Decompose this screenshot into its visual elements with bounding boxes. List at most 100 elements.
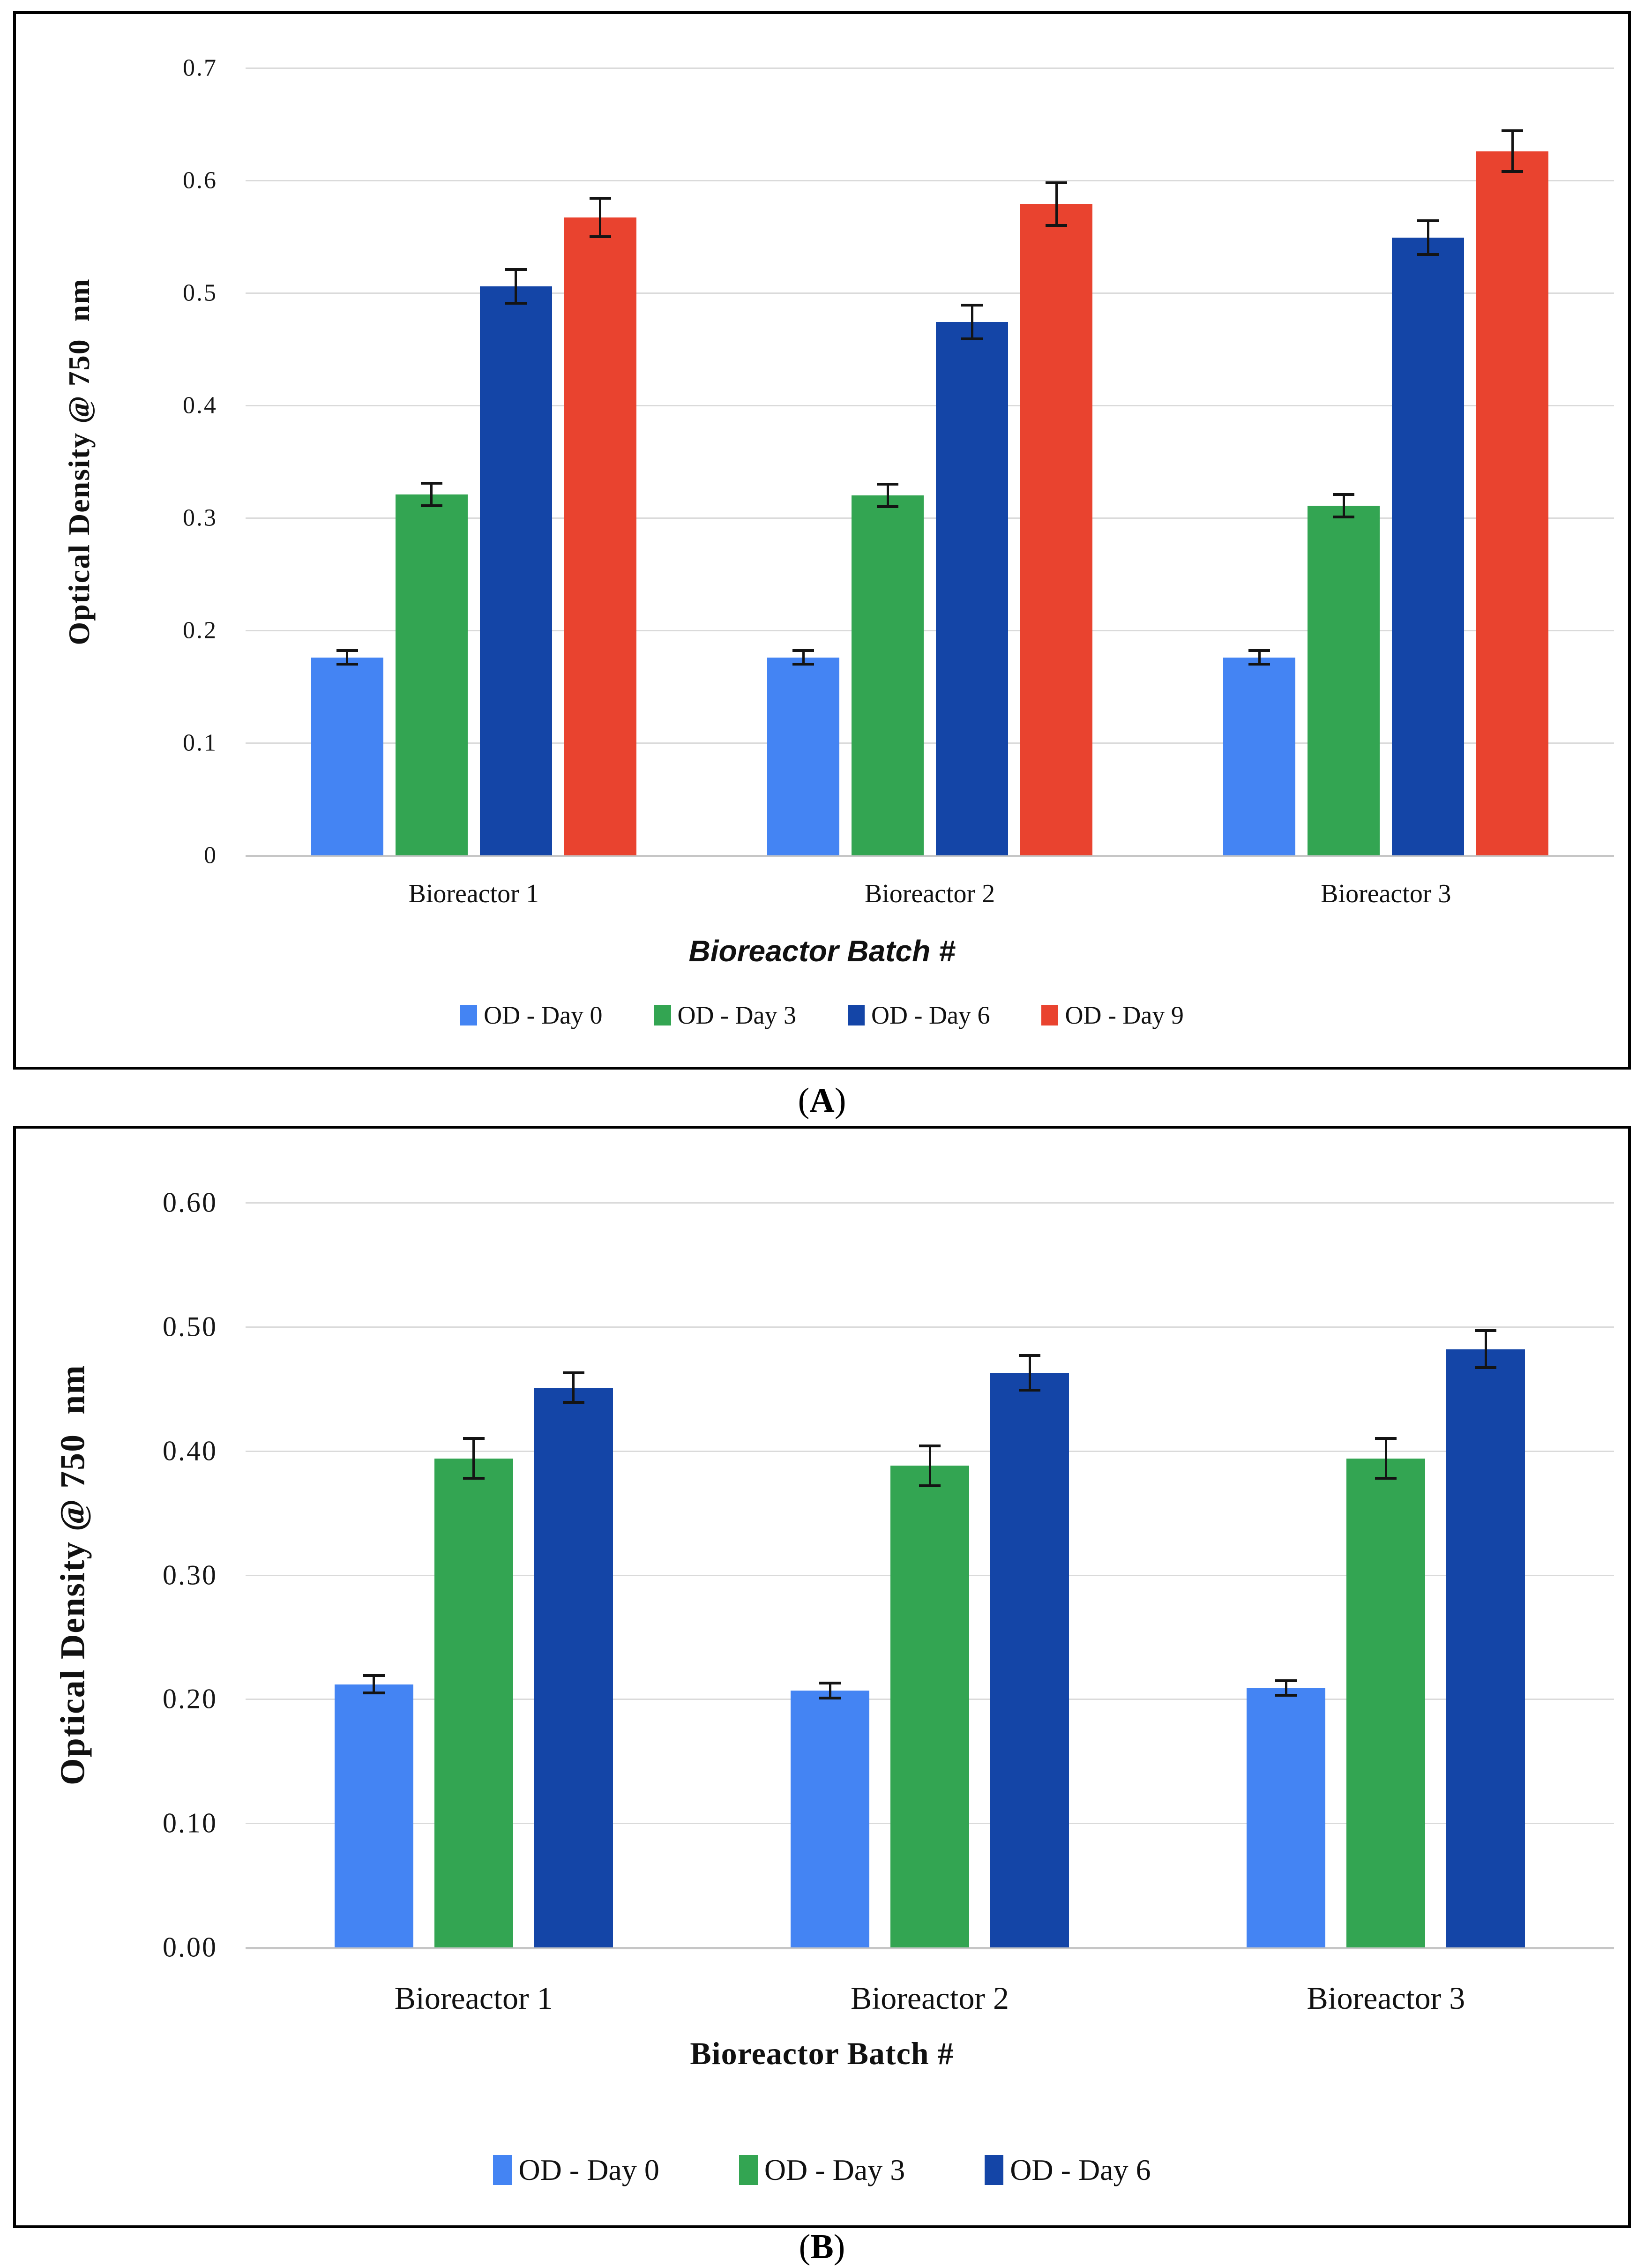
error-bar-cap	[1502, 170, 1524, 173]
error-bar-cap	[961, 304, 983, 307]
legend: OD - Day 0 OD - Day 3 OD - Day 6	[16, 2147, 1628, 2193]
gridline	[246, 1326, 1614, 1328]
error-bar-cap	[420, 504, 442, 507]
error-bar-cap	[792, 663, 814, 666]
error-bar-cap	[819, 1681, 841, 1684]
legend-label: OD - Day 6	[1010, 2153, 1151, 2186]
error-bar-cap	[1417, 253, 1439, 256]
legend-color-chip	[654, 1005, 671, 1025]
y-tick-label: 0.20	[163, 1683, 217, 1714]
bar	[890, 1466, 969, 1947]
legend-color-chip	[848, 1005, 865, 1025]
error-bar-line	[1055, 182, 1058, 225]
panel-b-caption: (B)	[799, 2228, 845, 2266]
bar	[1392, 238, 1465, 855]
gridline	[246, 517, 1614, 519]
bar	[1446, 1349, 1525, 1947]
legend-label: OD - Day 9	[1065, 1001, 1184, 1029]
error-bar-line	[928, 1446, 931, 1486]
error-bar-line	[373, 1676, 375, 1693]
panel-b-caption-letter: B	[810, 2228, 834, 2266]
error-bar-cap	[336, 649, 358, 652]
y-tick-label: 0.40	[163, 1435, 217, 1467]
y-tick-label: 0.00	[163, 1931, 217, 1963]
bar	[852, 495, 924, 855]
error-bar-cap	[420, 481, 442, 485]
x-axis-title: Bioreactor Batch #	[690, 2036, 954, 2071]
error-bar-line	[572, 1372, 575, 1403]
panel-a: Optical Density @ 750 nm Bioreactor Batc…	[13, 11, 1631, 1070]
error-bar-cap	[1333, 515, 1355, 518]
y-tick-label: 0.7	[183, 54, 217, 82]
error-bar-cap	[1046, 224, 1067, 227]
error-bar-line	[1427, 221, 1429, 255]
error-bar-cap	[919, 1484, 941, 1487]
legend-label: OD - Day 0	[518, 2153, 659, 2186]
error-bar-cap	[463, 1476, 485, 1480]
category-label: Bioreactor 2	[851, 1980, 1009, 2016]
gridline	[246, 630, 1614, 631]
error-bar-line	[1028, 1355, 1031, 1390]
error-bar-line	[971, 305, 973, 339]
error-bar-cap	[1019, 1354, 1040, 1357]
error-bar-cap	[919, 1445, 941, 1448]
panel-a-caption: (A)	[798, 1081, 846, 1120]
bar	[479, 286, 552, 855]
legend-label: OD - Day 3	[677, 1001, 796, 1029]
y-tick-label: 0.50	[163, 1311, 217, 1342]
error-bar-line	[472, 1438, 475, 1478]
legend-label: OD - Day 0	[484, 1001, 603, 1029]
bar	[767, 657, 839, 855]
error-bar-cap	[1475, 1366, 1497, 1370]
legend-item: OD - Day 3	[654, 1001, 796, 1030]
x-axis-title: Bioreactor Batch #	[688, 934, 956, 968]
error-bar-cap	[463, 1437, 485, 1440]
error-bar-cap	[1248, 663, 1270, 666]
category-label: Bioreactor 2	[864, 879, 995, 908]
y-axis-title: Optical Density @ 750 nm	[62, 278, 96, 645]
category-label: Bioreactor 3	[1321, 879, 1451, 908]
error-bar-cap	[819, 1696, 841, 1699]
gridline	[246, 1202, 1614, 1204]
panel-a-caption-letter: A	[809, 1081, 835, 1120]
bar	[334, 1684, 413, 1947]
x-axis-line	[246, 855, 1614, 857]
error-bar-cap	[877, 505, 898, 508]
error-bar-line	[515, 269, 517, 303]
y-tick-label: 0.1	[183, 729, 217, 756]
bar	[434, 1458, 513, 1947]
error-bar-line	[1342, 494, 1345, 517]
bar	[1247, 1688, 1326, 1947]
error-bar-cap	[363, 1674, 385, 1677]
y-tick-label: 0.5	[183, 279, 217, 307]
legend-item: OD - Day 9	[1041, 1001, 1184, 1030]
error-bar-line	[1384, 1438, 1387, 1478]
gridline	[246, 405, 1614, 406]
legend-color-chip	[1041, 1005, 1059, 1025]
y-tick-label: 0.2	[183, 617, 217, 644]
error-bar-cap	[363, 1692, 385, 1695]
legend: OD - Day 0 OD - Day 3 OD - Day 6 OD - Day 9	[16, 997, 1628, 1033]
error-bar-cap	[336, 663, 358, 666]
y-tick-label: 0.6	[183, 167, 217, 194]
legend-item: OD - Day 6	[985, 2153, 1151, 2187]
bar	[990, 1372, 1069, 1947]
error-bar-cap	[505, 301, 527, 305]
error-bar-cap	[505, 268, 527, 271]
error-bar-cap	[1502, 129, 1524, 133]
error-bar-cap	[1275, 1679, 1297, 1682]
error-bar-cap	[792, 649, 814, 652]
legend-item: OD - Day 3	[739, 2153, 905, 2187]
category-label: Bioreactor 3	[1307, 1980, 1465, 2016]
bar	[564, 217, 636, 855]
legend-color-chip	[493, 2155, 512, 2185]
error-bar-cap	[589, 235, 611, 238]
legend-item: OD - Day 0	[493, 2153, 659, 2187]
legend-color-chip	[985, 2155, 1004, 2185]
error-bar-line	[430, 483, 433, 506]
legend-item: OD - Day 6	[848, 1001, 990, 1030]
bar	[311, 657, 383, 855]
error-bar-line	[599, 198, 602, 237]
y-tick-label: 0.4	[183, 392, 217, 419]
